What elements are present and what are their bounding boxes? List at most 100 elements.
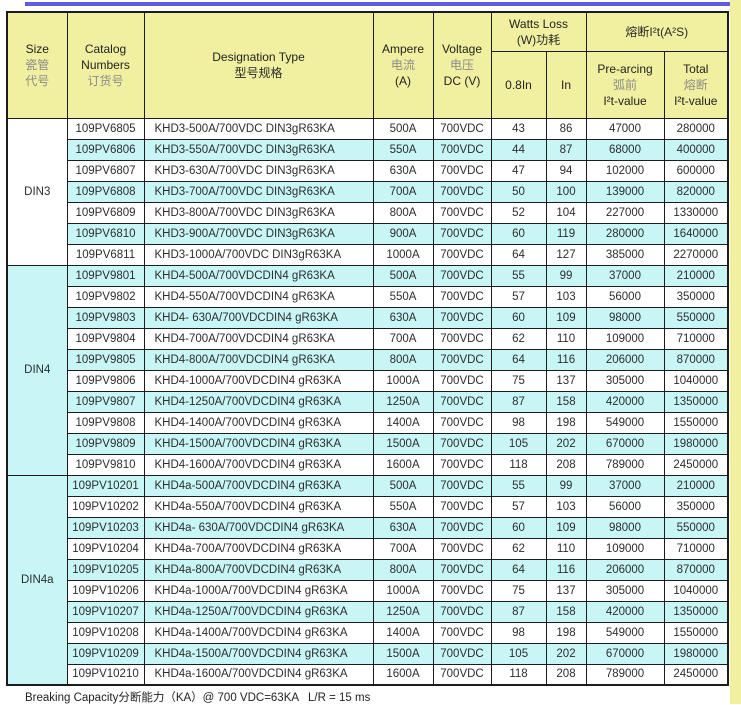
voltage-cell: 700VDC (432, 495, 492, 518)
table-row: 109PV10204 KHD4a-700A/700VDCDIN4 gR63KA 70… (7, 537, 729, 560)
catalog-cell: 109PV6809 (66, 201, 145, 224)
watts-in-cell: 110 (545, 537, 587, 560)
watts-08in-cell: 75 (490, 579, 547, 602)
table-body: DIN3 109PV6805 KHD3-500A/700VDC DIN3gR63KA… (6, 117, 729, 686)
col-header-prearcing-val: I²t-value (603, 93, 647, 108)
watts-08in-cell: 98 (490, 621, 547, 644)
catalog-cell: 109PV10207 (66, 600, 145, 623)
prearcing-cell: 109000 (585, 327, 665, 350)
watts-in-cell: 158 (545, 390, 587, 413)
prearcing-cell: 420000 (585, 600, 665, 623)
voltage-cell: 700VDC (432, 222, 492, 245)
watts-in-cell: 87 (545, 138, 587, 161)
col-header-watts-08in-label: 0.8In (505, 77, 532, 92)
table-row: 109PV6806 KHD3-550A/700VDC DIN3gR63KA 550A… (7, 138, 729, 161)
total-i2t-cell: 2270000 (663, 243, 729, 266)
voltage-cell: 700VDC (432, 264, 492, 287)
watts-in-cell: 202 (545, 432, 587, 455)
total-i2t-cell: 2450000 (663, 453, 729, 476)
col-header-total-cn: 熔断 (683, 77, 708, 92)
watts-08in-cell: 118 (490, 663, 547, 686)
catalog-cell: 109PV9807 (66, 390, 145, 413)
ampere-cell: 500A (372, 474, 434, 497)
ampere-cell: 1000A (372, 369, 434, 392)
col-header-voltage: Voltage 电压 DC (V) (432, 11, 492, 119)
watts-08in-cell: 60 (490, 516, 547, 539)
prearcing-cell: 47000 (585, 117, 665, 140)
designation-cell: KHD4a-1400A/700VDCDIN4 gR63KA (143, 621, 374, 644)
prearcing-cell: 549000 (585, 411, 665, 434)
prearcing-cell: 68000 (585, 138, 665, 161)
designation-cell: KHD4a-1000A/700VDCDIN4 gR63KA (143, 579, 374, 602)
col-header-voltage-unit: DC (V) (443, 74, 481, 89)
watts-08in-cell: 64 (490, 348, 547, 371)
total-i2t-cell: 350000 (663, 285, 729, 308)
ampere-cell: 1600A (372, 663, 434, 686)
prearcing-cell: 549000 (585, 621, 665, 644)
ampere-cell: 500A (372, 264, 434, 287)
col-header-catalog-en1: Catalog (84, 42, 127, 57)
watts-in-cell: 137 (545, 369, 587, 392)
ampere-cell: 800A (372, 201, 434, 224)
ampere-cell: 630A (372, 306, 434, 329)
table-row: 109PV9808 KHD4-1400A/700VDCDIN4 gR63KA 140… (7, 411, 729, 434)
col-header-total-i2t: Total 熔断 I²t-value (663, 50, 729, 119)
total-i2t-cell: 350000 (663, 495, 729, 518)
prearcing-cell: 670000 (585, 642, 665, 665)
prearcing-cell: 227000 (585, 201, 665, 224)
voltage-cell: 700VDC (432, 201, 492, 224)
total-i2t-cell: 1040000 (663, 579, 729, 602)
table-row: 109PV9803 KHD4- 630A/700VDCDIN4 gR63KA 630… (7, 306, 729, 329)
col-header-ampere: Ampere 电流 (A) (372, 11, 434, 119)
voltage-cell: 700VDC (432, 180, 492, 203)
table-row: 109PV6811 KHD3-1000A/700VDC DIN3gR63KA 100… (7, 243, 729, 266)
watts-in-cell: 110 (545, 327, 587, 350)
catalog-cell: 109PV9806 (66, 369, 145, 392)
voltage-cell: 700VDC (432, 390, 492, 413)
ampere-cell: 1400A (372, 411, 434, 434)
watts-08in-cell: 98 (490, 411, 547, 434)
table-row: 109PV9806 KHD4-1000A/700VDCDIN4 gR63KA 100… (7, 369, 729, 392)
catalog-cell: 109PV9802 (66, 285, 145, 308)
ampere-cell: 1400A (372, 621, 434, 644)
watts-in-cell: 109 (545, 306, 587, 329)
total-i2t-cell: 400000 (663, 138, 729, 161)
watts-08in-cell: 87 (490, 600, 547, 623)
total-i2t-cell: 2450000 (663, 663, 729, 686)
watts-08in-cell: 57 (490, 495, 547, 518)
prearcing-cell: 98000 (585, 516, 665, 539)
catalog-cell: 109PV10209 (66, 642, 145, 665)
col-header-designation-en: Designation Type (212, 50, 305, 65)
watts-in-cell: 198 (545, 621, 587, 644)
designation-cell: KHD4-700A/700VDCDIN4 gR63KA (143, 327, 374, 350)
col-header-watts-08in: 0.8In (490, 50, 547, 119)
ampere-cell: 550A (372, 285, 434, 308)
watts-08in-cell: 87 (490, 390, 547, 413)
catalog-cell: 109PV10210 (66, 663, 145, 686)
total-i2t-cell: 1040000 (663, 369, 729, 392)
watts-08in-cell: 105 (490, 642, 547, 665)
prearcing-cell: 98000 (585, 306, 665, 329)
designation-cell: KHD4a-1600A/700VDCDIN4 gR63KA (143, 663, 374, 686)
total-i2t-cell: 1330000 (663, 201, 729, 224)
watts-in-cell: 202 (545, 642, 587, 665)
fuse-spec-table: Size 瓷管 代号 Catalog Numbers 订货号 Designati… (6, 11, 730, 686)
designation-cell: KHD4a-500A/700VDCDIN4 gR63KA (143, 474, 374, 497)
total-i2t-cell: 1550000 (663, 411, 729, 434)
designation-cell: KHD4-1400A/700VDCDIN4 gR63KA (143, 411, 374, 434)
table-row: 109PV6810 KHD3-900A/700VDC DIN3gR63KA 900A… (7, 222, 729, 245)
watts-08in-cell: 60 (490, 222, 547, 245)
designation-cell: KHD4-550A/700VDCDIN4 gR63KA (143, 285, 374, 308)
catalog-cell: 109PV10204 (66, 537, 145, 560)
watts-in-cell: 99 (545, 264, 587, 287)
voltage-cell: 700VDC (432, 285, 492, 308)
table-row: 109PV9802 KHD4-550A/700VDCDIN4 gR63KA 550A… (7, 285, 729, 308)
catalog-cell: 109PV9809 (66, 432, 145, 455)
catalog-cell: 109PV9801 (66, 264, 145, 287)
watts-08in-cell: 55 (490, 264, 547, 287)
voltage-cell: 700VDC (432, 243, 492, 266)
col-header-watts-loss-en: Watts Loss (509, 16, 568, 31)
prearcing-cell: 102000 (585, 159, 665, 182)
table-row: 109PV9810 KHD4-1600A/700VDCDIN4 gR63KA 160… (7, 453, 729, 476)
col-header-i2t-title: 熔断I²t(A²S) (625, 24, 689, 39)
